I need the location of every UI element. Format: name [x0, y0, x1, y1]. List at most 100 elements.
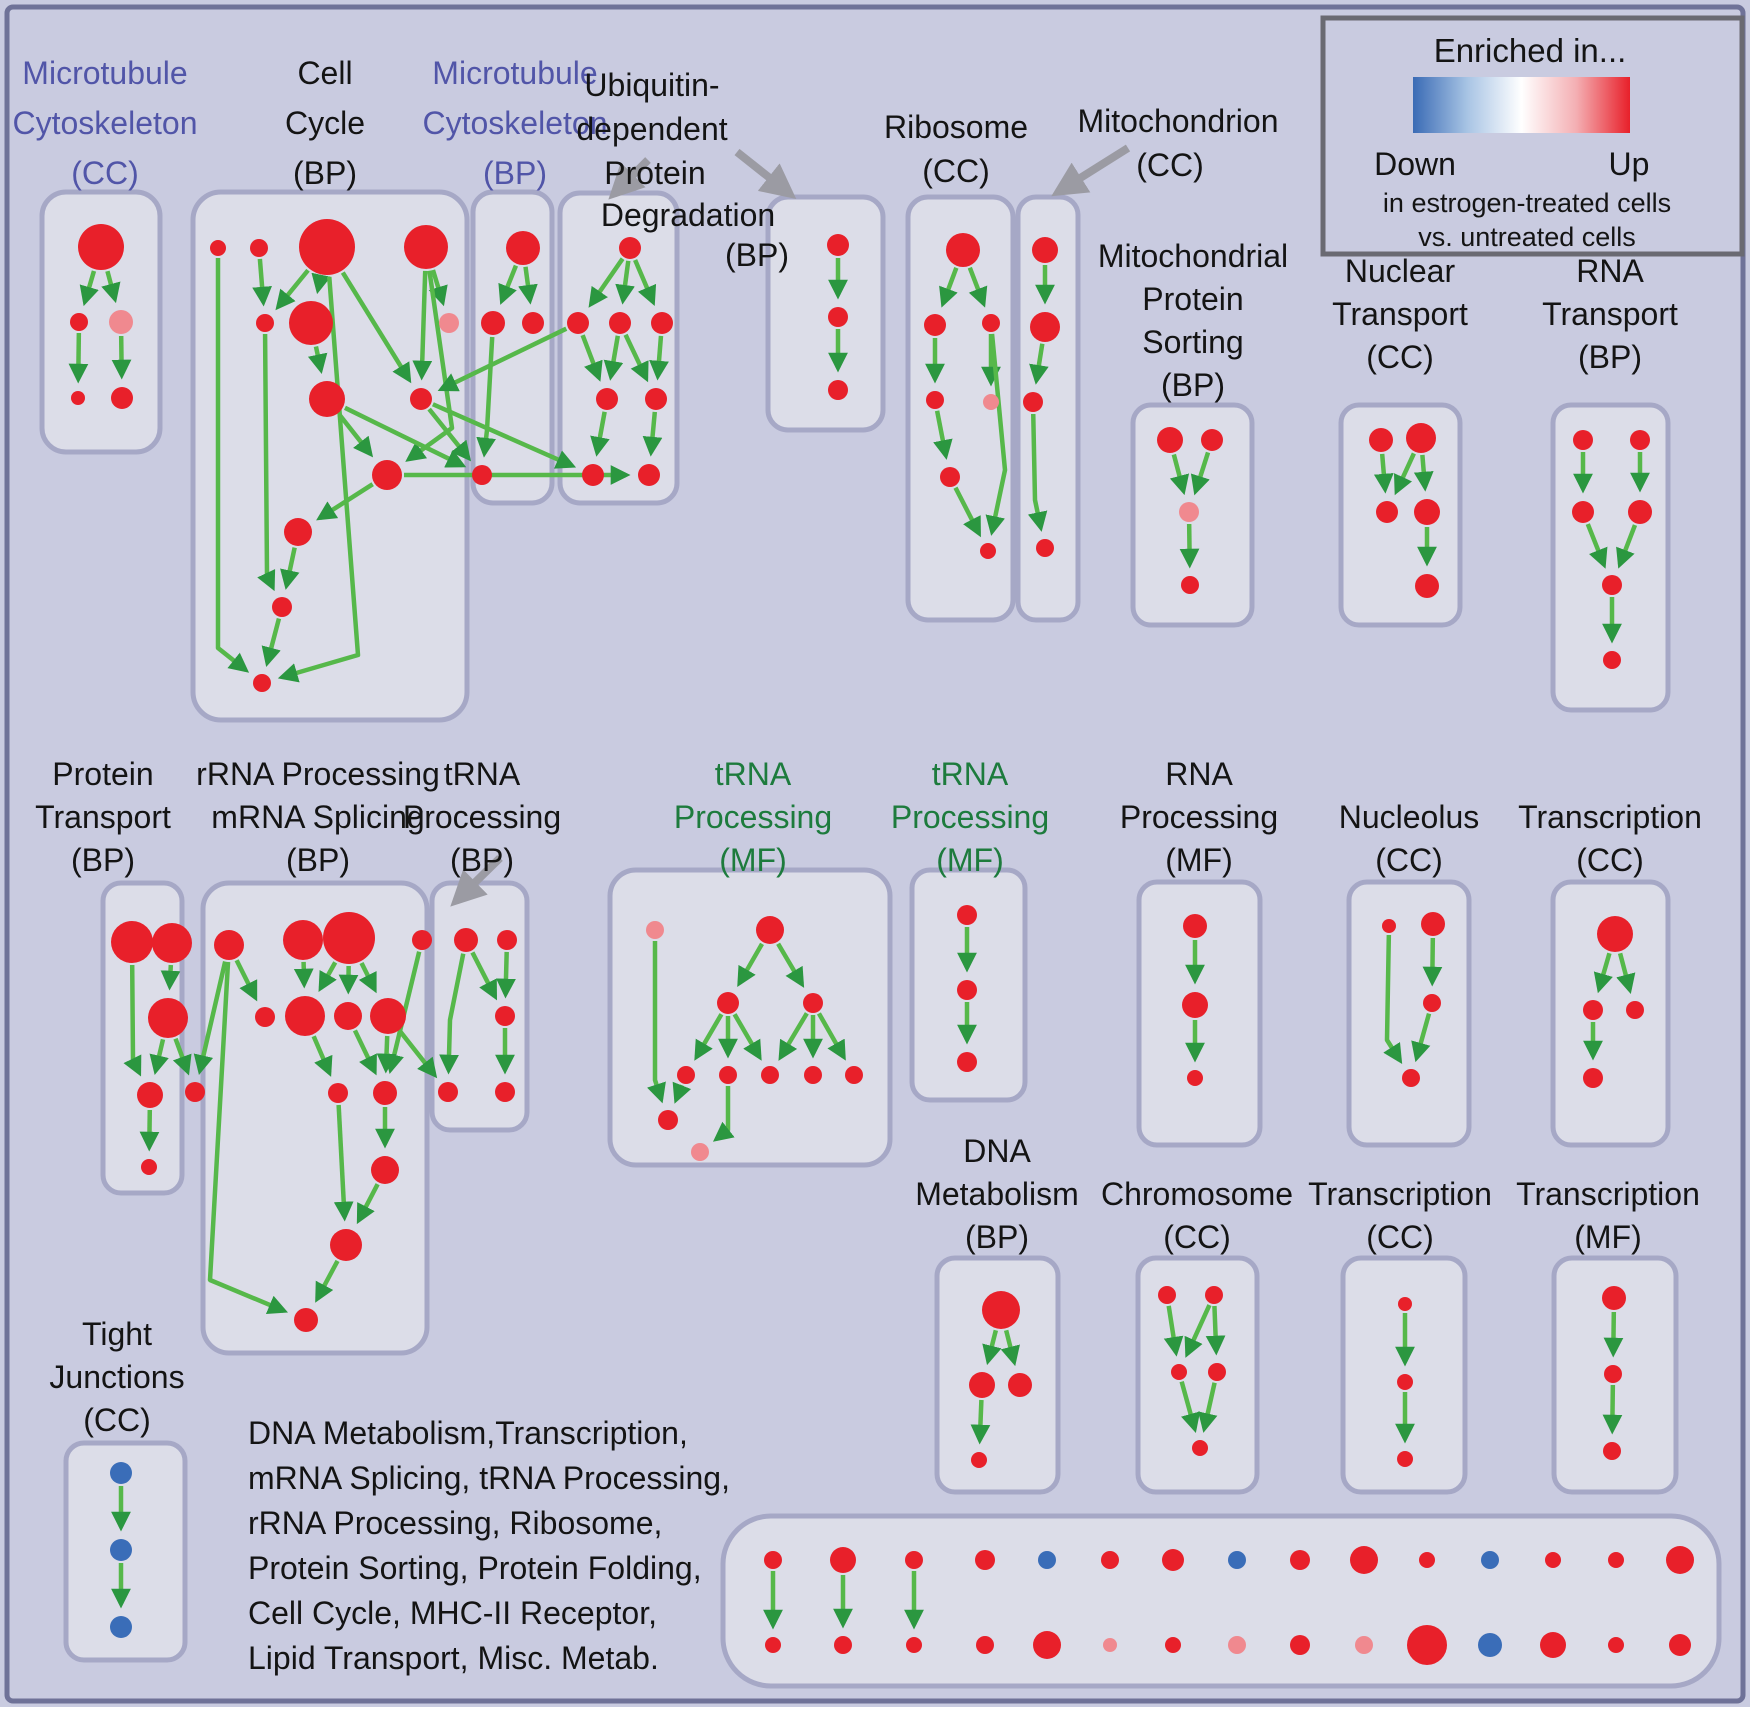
edge	[580, 334, 603, 382]
node	[971, 1452, 987, 1468]
edge	[967, 266, 988, 308]
node	[1628, 500, 1652, 524]
edge	[1027, 413, 1048, 532]
edge	[816, 1012, 846, 1061]
cluster-label-protein-transport: (BP)	[71, 842, 135, 878]
edge	[672, 1081, 692, 1104]
node	[957, 905, 977, 925]
edge	[776, 942, 805, 988]
node	[495, 1082, 515, 1102]
node	[717, 992, 739, 1014]
edge	[647, 941, 666, 1104]
edge	[712, 1086, 735, 1142]
node	[1397, 1451, 1413, 1467]
node	[256, 314, 274, 332]
node	[1545, 1552, 1561, 1568]
node	[924, 314, 946, 336]
node	[330, 1229, 362, 1261]
node	[719, 1066, 737, 1084]
node	[1290, 1635, 1310, 1655]
node	[834, 1636, 852, 1654]
cluster-label-transcription-cc-2: (CC)	[1366, 1219, 1434, 1255]
node	[1602, 575, 1622, 595]
node	[582, 464, 604, 486]
edge	[518, 266, 538, 305]
node	[804, 1066, 822, 1084]
cluster-box-chromosome	[1135, 1255, 1260, 1495]
node	[1369, 428, 1393, 452]
cluster-label-dna-metabolism: Metabolism	[915, 1176, 1079, 1212]
edge	[603, 335, 624, 381]
cluster-label-transcription-cc-2: Transcription	[1308, 1176, 1492, 1212]
node	[1182, 992, 1208, 1018]
node	[983, 394, 999, 410]
node	[691, 1143, 709, 1161]
edge	[1205, 1305, 1226, 1356]
edge	[498, 264, 519, 305]
edge	[737, 942, 764, 987]
node	[827, 234, 849, 256]
node	[1604, 1365, 1622, 1383]
edge	[293, 961, 314, 989]
cluster-label-tight-junctions: (CC)	[83, 1402, 151, 1438]
cluster-label-ubiquitin: dependent	[576, 111, 727, 147]
cluster-label-nucleolus: (CC)	[1375, 842, 1443, 878]
edge	[590, 411, 610, 457]
node	[761, 1066, 779, 1084]
node	[1478, 1633, 1502, 1657]
edge	[405, 270, 455, 462]
node	[1423, 994, 1441, 1012]
edge	[439, 953, 466, 1075]
edge	[1029, 343, 1049, 385]
node	[1171, 1364, 1187, 1380]
edge	[1593, 952, 1613, 994]
node	[328, 1083, 348, 1103]
edge	[343, 405, 467, 468]
cluster-label-cell-cycle: Cycle	[285, 105, 365, 141]
cluster-box-rrna	[200, 880, 430, 1356]
node	[1398, 1297, 1412, 1311]
cluster-box-ubiquitin-2	[765, 194, 886, 433]
edge	[252, 258, 272, 307]
edge	[732, 1013, 762, 1061]
callout-arrow-icon	[1051, 144, 1131, 197]
node	[1603, 1442, 1621, 1460]
edge	[358, 962, 377, 994]
edge	[352, 1029, 377, 1076]
node	[1414, 499, 1440, 525]
node	[255, 1007, 275, 1027]
node	[1103, 1638, 1117, 1652]
node	[1608, 1552, 1624, 1568]
edge	[307, 346, 328, 375]
node	[1192, 1440, 1208, 1456]
node	[497, 930, 517, 950]
cluster-label-trna-mf-1: tRNA	[715, 756, 792, 792]
edge	[398, 1030, 438, 1079]
cluster-label-ubiquitin: Ubiquitin-	[584, 67, 719, 103]
node	[373, 1081, 397, 1105]
cluster-label-trna-bp: (BP)	[450, 842, 514, 878]
edge	[311, 272, 331, 295]
node	[1181, 576, 1199, 594]
edge	[1373, 453, 1394, 494]
node	[1608, 1637, 1624, 1653]
cluster-label-rrna: rRNA Processing	[196, 756, 440, 792]
edge	[1163, 1305, 1184, 1357]
node	[1162, 1549, 1184, 1571]
node	[1397, 1374, 1413, 1390]
edge	[694, 1013, 724, 1061]
cluster-box-microtubule-bp	[470, 189, 555, 506]
cluster-box-nucleolus	[1346, 879, 1472, 1148]
node	[1626, 1001, 1644, 1019]
node	[1157, 427, 1183, 453]
node	[677, 1066, 695, 1084]
cluster-label-rna-proc-mf: (MF)	[1165, 842, 1233, 878]
node	[1376, 501, 1398, 523]
edge	[337, 413, 374, 458]
node	[285, 996, 325, 1036]
cluster-label-transcription-cc-mid: (CC)	[1576, 842, 1644, 878]
node	[404, 225, 448, 269]
edge	[1190, 451, 1211, 496]
edge	[280, 547, 300, 590]
node	[1597, 916, 1633, 952]
